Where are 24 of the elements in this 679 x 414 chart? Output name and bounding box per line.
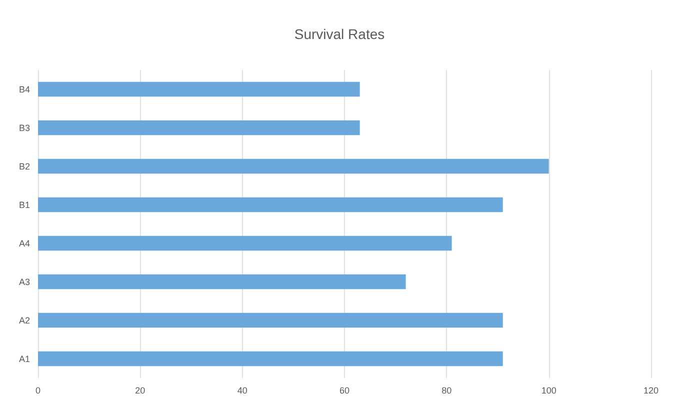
bar: [38, 312, 503, 328]
y-tick-label: B2: [18, 161, 30, 172]
x-tick-label: 120: [643, 386, 659, 396]
bar: [38, 236, 452, 251]
y-tick-label: A1: [18, 354, 30, 364]
bar: [38, 82, 360, 97]
x-tick-label: 20: [135, 386, 146, 396]
bar: [38, 120, 360, 136]
bar: [38, 351, 503, 366]
bar: [38, 197, 503, 212]
x-tick-label: 80: [442, 386, 452, 396]
chart-title: Survival Rates: [294, 26, 385, 42]
x-tick-label: 60: [339, 386, 350, 396]
y-tick-label: A4: [18, 238, 30, 248]
y-tick-label: B4: [18, 84, 30, 94]
y-tick-label: A2: [18, 315, 30, 326]
x-tick-label: 40: [237, 386, 248, 396]
y-tick-label: A3: [18, 276, 30, 287]
x-tick-label: 0: [35, 386, 41, 396]
y-tick-label: B1: [18, 200, 30, 210]
bar: [38, 158, 549, 174]
y-tick-label: B3: [18, 122, 30, 133]
x-tick-label: 100: [541, 386, 556, 396]
bar: [38, 274, 406, 290]
